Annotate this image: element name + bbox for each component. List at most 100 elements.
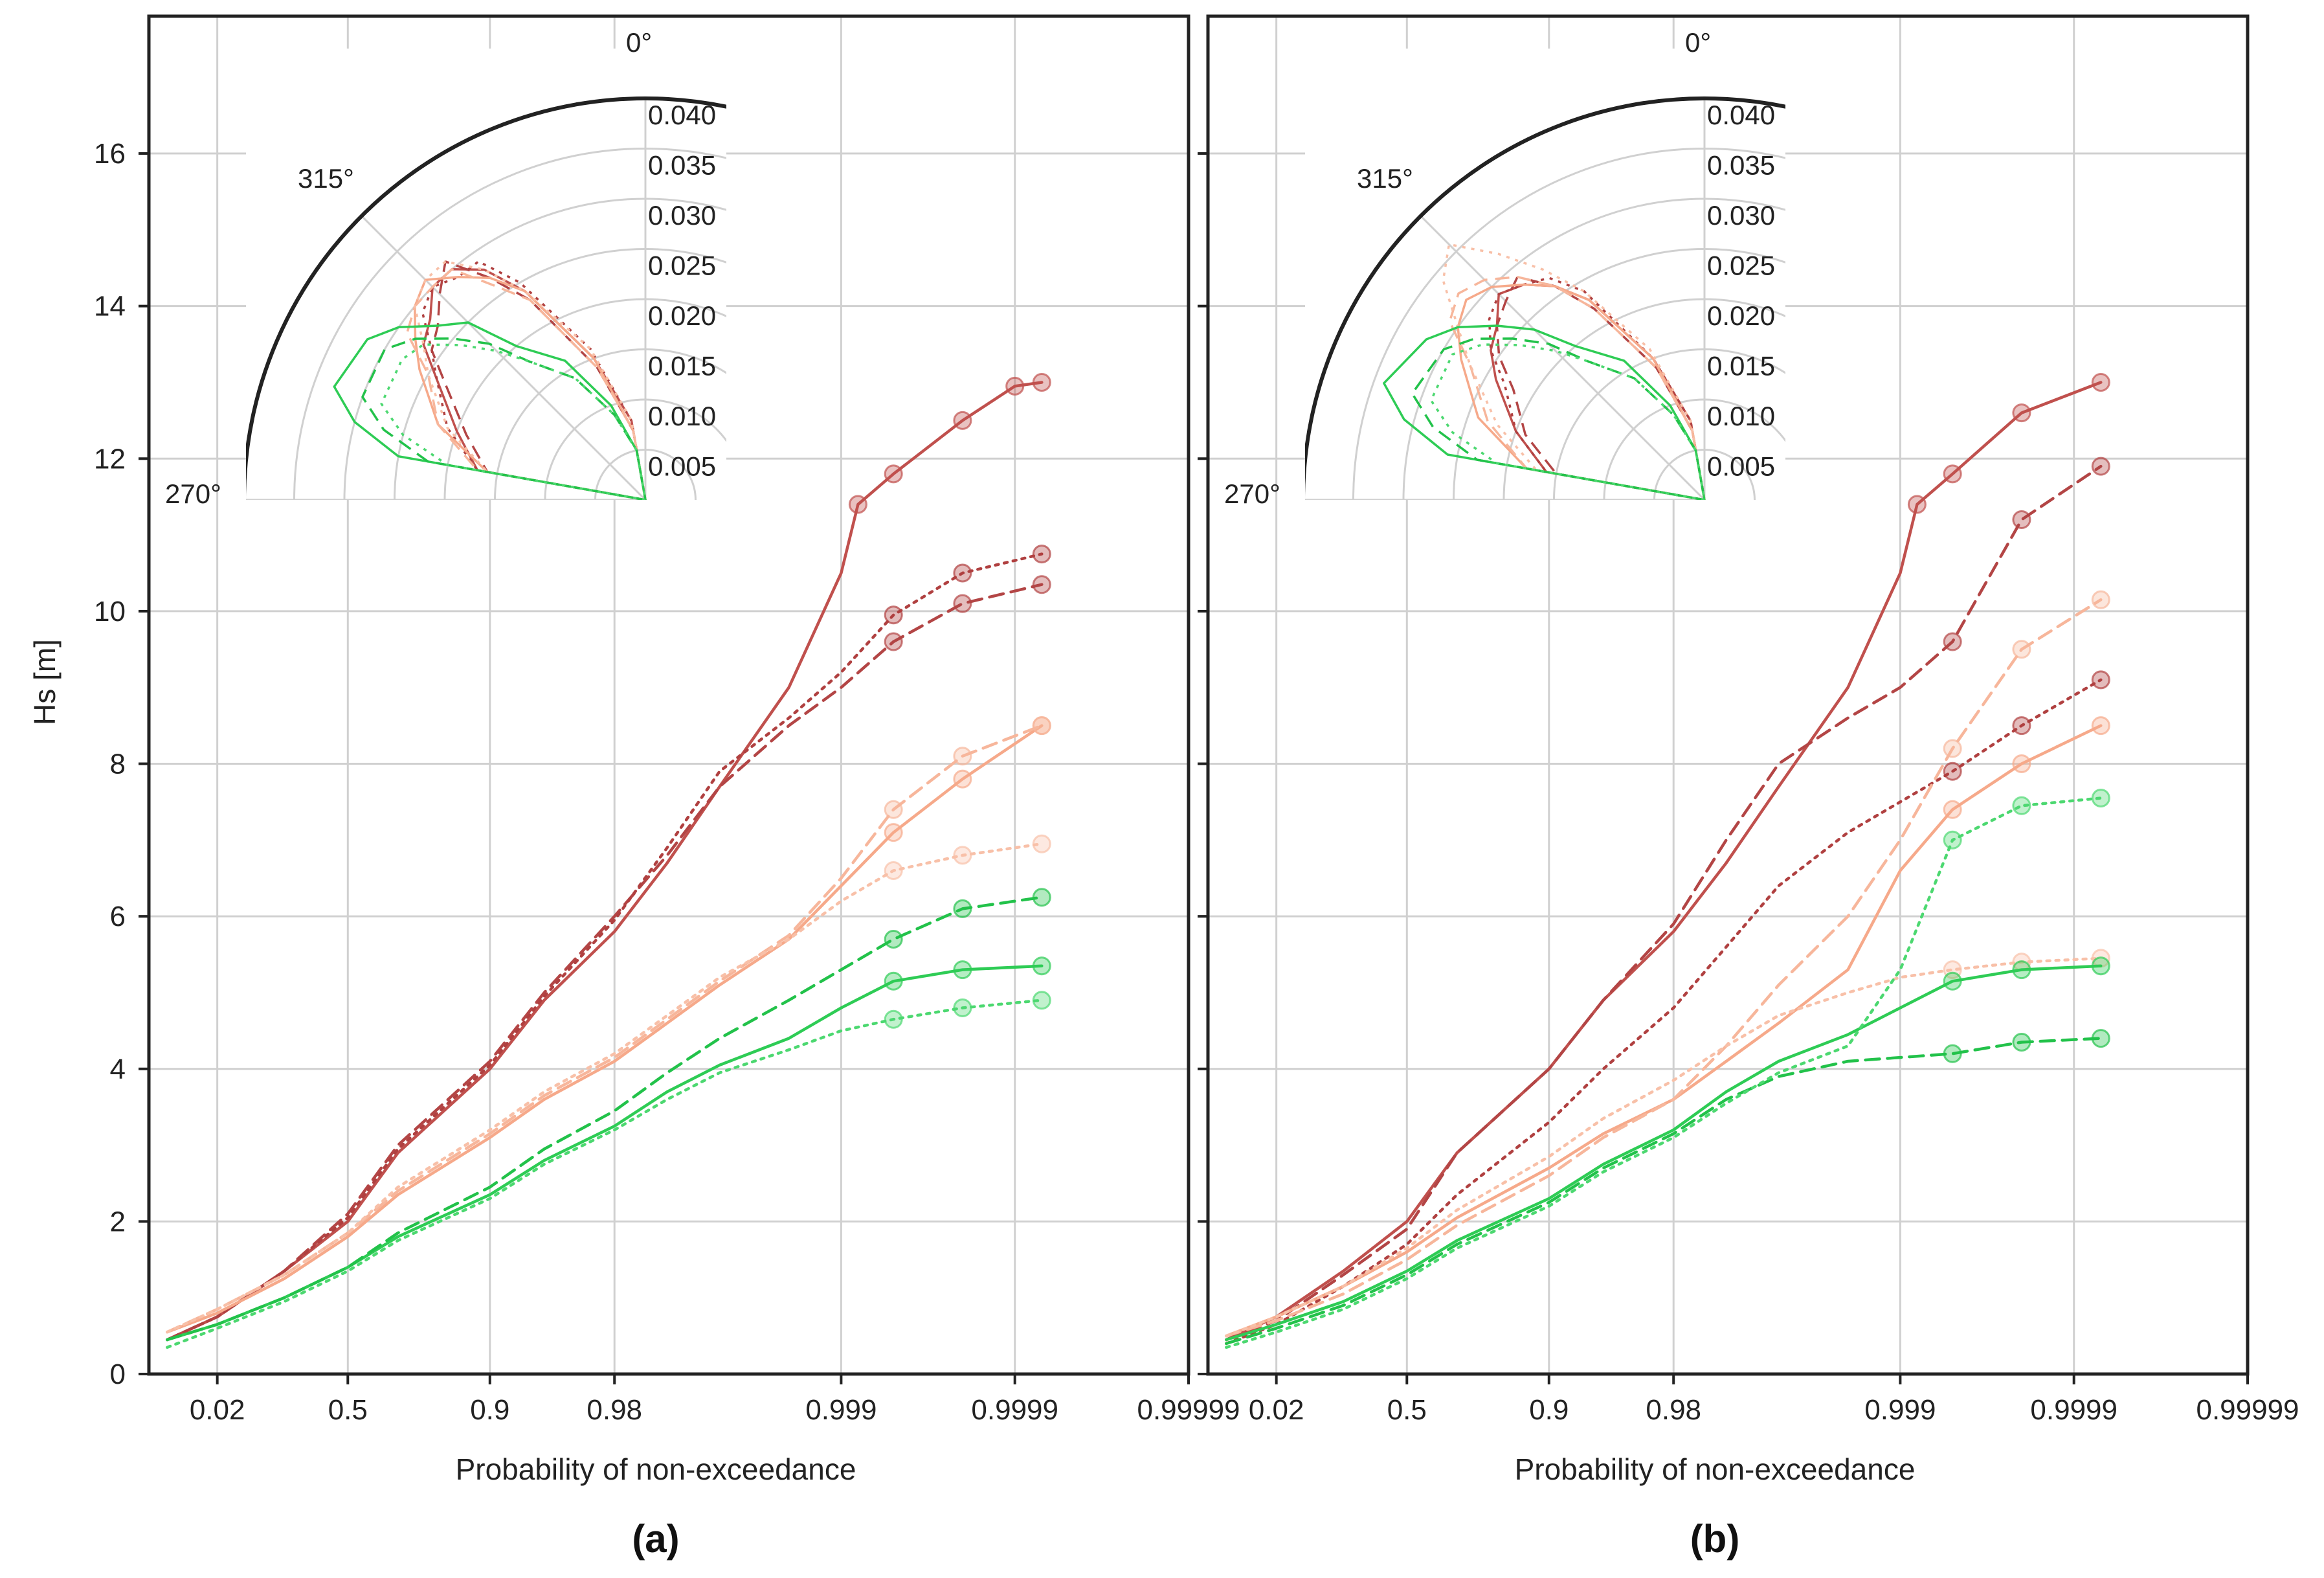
series-marker-1-13: [2012, 510, 2031, 529]
series-marker-0-16: [1032, 373, 1051, 392]
series-marker-0-14: [953, 411, 972, 430]
series-marker-7-12: [884, 930, 903, 949]
series-marker-2-13: [953, 563, 972, 583]
series-marker-8-13: [953, 998, 972, 1017]
axes-frame: [147, 14, 1190, 1376]
series-line-6: [166, 964, 1044, 1342]
series-marker-6-12: [884, 971, 903, 991]
polar-radial-label-0: 0.005: [1707, 451, 1775, 482]
series-marker-0-14: [2012, 403, 2031, 423]
series-marker-1-12: [884, 632, 903, 651]
polar-series-7: [361, 337, 647, 500]
polar-angle-label-2: 270°: [165, 479, 221, 509]
x-axis-label: Probability of non-exceedance: [1515, 1452, 1916, 1486]
y-tick-label-2: 4: [110, 1054, 126, 1085]
polar-radial-label-5: 0.030: [1707, 200, 1775, 231]
polar-inset: 0.005 0.010 0.015 0.020 0.025 0.030 0.035 0.040…: [1224, 27, 1785, 509]
series-line-0: [1225, 381, 2103, 1342]
x-axis-label: Probability of non-exceedance: [456, 1452, 856, 1486]
series-marker-8-13: [2012, 796, 2031, 815]
series-marker-4-12: [1943, 739, 1962, 758]
series-marker-5-13: [953, 846, 972, 865]
series-line-7: [166, 896, 1044, 1342]
polar-radial-label-6: 0.035: [1707, 150, 1775, 181]
series-group: [166, 373, 1051, 1349]
polar-outer-arc: [1305, 96, 1785, 500]
polar-angle-label-1: 315°: [298, 163, 354, 194]
series-line-5: [1225, 956, 2103, 1338]
polar-radial-label-2: 0.015: [1707, 351, 1775, 381]
x-tick-label-2: 0.9: [1529, 1394, 1569, 1426]
series-line-4: [166, 724, 1044, 1334]
series-line-3: [1225, 724, 2103, 1338]
series-marker-6-14: [2091, 956, 2110, 976]
series-marker-2-12: [884, 605, 903, 625]
polar-radial-label-0: 0.005: [648, 451, 716, 482]
series-marker-1-12: [1943, 632, 1962, 651]
x-tick-label-3: 0.98: [1646, 1394, 1701, 1426]
series-marker-7-14: [2091, 1029, 2110, 1048]
series-marker-0-15: [1005, 376, 1025, 396]
panel-label: (b): [1690, 1517, 1740, 1561]
series-marker-2-14: [2091, 670, 2110, 690]
x-tick-label-6: 0.99999: [2196, 1394, 2299, 1426]
series-marker-8-12: [884, 1009, 903, 1029]
polar-radial-label-3: 0.020: [648, 300, 716, 331]
x-tick-label-0: 0.02: [1249, 1394, 1304, 1426]
series-line-4: [1225, 598, 2103, 1338]
panel-a: 0.0050.0100.0150.0200.0250.0300.0350.040…: [28, 14, 1240, 1561]
x-tick-label-6: 0.99999: [1137, 1394, 1240, 1426]
x-tick-label-0: 0.02: [190, 1394, 245, 1426]
series-line-8: [1225, 796, 2103, 1349]
series-line-7: [1225, 1037, 2103, 1346]
y-tick-label-4: 8: [110, 749, 126, 780]
series-marker-2-12: [1943, 761, 1962, 781]
y-tick-label-6: 12: [94, 443, 126, 475]
series-line-1: [1225, 464, 2103, 1342]
series-marker-5-14: [1032, 834, 1051, 853]
polar-angle-label-0: 0°: [1685, 27, 1711, 58]
polar-angle-label-2: 270°: [1224, 479, 1280, 509]
series-marker-3-13: [953, 769, 972, 789]
series-line-5: [166, 842, 1044, 1334]
polar-radial-label-7: 0.040: [648, 100, 716, 130]
polar-radial-label-3: 0.020: [1707, 300, 1775, 331]
x-tick-label-5: 0.9999: [2030, 1394, 2117, 1426]
polar-series-2: [1488, 276, 1706, 500]
axes-frame: [1206, 14, 2250, 1376]
series-marker-7-13: [953, 899, 972, 918]
polar-series-7: [1411, 337, 1706, 500]
polar-series-6: [333, 321, 647, 500]
y-tick-label-3: 6: [110, 901, 126, 932]
polar-series-5: [1442, 243, 1706, 500]
series-marker-6-13: [2012, 960, 2031, 980]
polar-radial-label-7: 0.040: [1707, 100, 1775, 130]
polar-series-2: [421, 260, 647, 500]
series-marker-2-14: [1032, 545, 1051, 564]
polar-series-1: [430, 260, 647, 500]
x-tick-label-1: 0.5: [328, 1394, 368, 1426]
y-tick-label-5: 10: [94, 596, 126, 627]
series-marker-0-12: [1907, 495, 1927, 514]
series-marker-2-13: [2012, 716, 2031, 736]
panel-label: (a): [632, 1517, 679, 1561]
series-line-2: [166, 552, 1044, 1342]
series-line-8: [166, 998, 1044, 1349]
y-tick-label-7: 14: [94, 291, 126, 322]
polar-angle-label-1: 315°: [1357, 163, 1413, 194]
series-marker-3-14: [2091, 716, 2110, 736]
series-marker-1-14: [1032, 575, 1051, 594]
polar-radial-label-4: 0.025: [648, 251, 716, 281]
polar-series-3: [1457, 283, 1706, 500]
polar-inset-clipped: [246, 49, 726, 500]
polar-radial-label-2: 0.015: [648, 351, 716, 381]
y-tick-label-0: 0: [110, 1358, 126, 1390]
polar-series-1: [1495, 275, 1706, 500]
series-marker-4-14: [2091, 590, 2110, 609]
polar-inset: 0.005 0.010 0.015 0.020 0.025 0.030 0.035 0.040…: [165, 27, 726, 509]
series-marker-7-13: [2012, 1033, 2031, 1052]
x-tick-label-3: 0.98: [587, 1394, 642, 1426]
polar-series-5: [414, 260, 647, 500]
x-tick-label-4: 0.999: [1864, 1394, 1936, 1426]
